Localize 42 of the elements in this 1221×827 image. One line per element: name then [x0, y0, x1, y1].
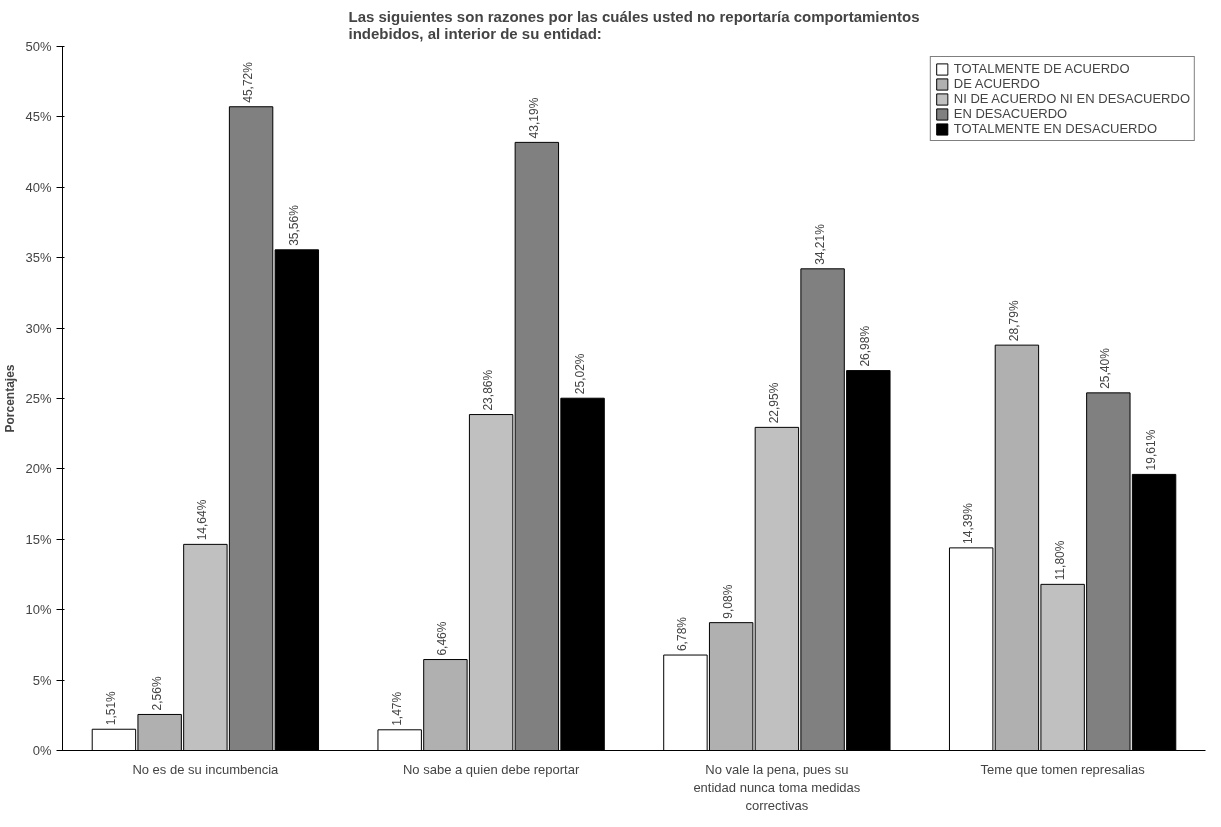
y-tick-label: 45%	[25, 109, 52, 125]
data-label: 35,56%	[286, 204, 301, 246]
y-tick-label: 15%	[25, 531, 52, 547]
y-tick-label: 10%	[25, 602, 52, 618]
y-tick-label: 0%	[32, 743, 52, 758]
data-label: 26,98%	[858, 325, 873, 367]
y-tick-label: 30%	[25, 320, 52, 336]
data-label: 45,72%	[241, 61, 256, 103]
legend-label: EN DESACUERDO	[953, 106, 1068, 121]
data-label: 22,95%	[766, 382, 781, 424]
x-tick-label: No vale la pena, pues su entidad nunca toma medidas correctivas	[693, 761, 861, 813]
legend-label: TOTALMENTE EN DESACUERDO	[953, 121, 1158, 136]
data-label: 6,78%	[675, 616, 690, 652]
y-tick-label: 25%	[25, 391, 52, 406]
data-label: 1,51%	[103, 690, 118, 726]
y-tick-label: 5%	[32, 672, 52, 688]
data-label: 1,47%	[389, 691, 404, 726]
data-label: 25,02%	[572, 353, 587, 395]
data-label: 19,61%	[1144, 429, 1159, 471]
data-label: 23,86%	[481, 369, 496, 411]
data-label: 43,19%	[526, 97, 541, 139]
data-label: 14,39%	[961, 502, 976, 544]
data-label: 14,64%	[195, 499, 210, 541]
data-label: 2,56%	[149, 676, 164, 711]
x-tick-label: No sabe a quien debe reportar	[402, 761, 580, 777]
data-label: 11,80%	[1052, 540, 1067, 581]
legend-label: TOTALMENTE DE ACUERDO	[953, 61, 1130, 76]
legend-label: DE ACUERDO	[953, 76, 1040, 91]
y-tick-label: 40%	[25, 179, 52, 195]
x-tick-label: No es de su incumbencia	[132, 761, 280, 777]
x-tick-label: Teme que tomen represalias	[980, 761, 1146, 777]
y-tick-label: 20%	[25, 461, 52, 477]
y-tick-label: 35%	[25, 250, 52, 266]
data-label: 25,40%	[1098, 347, 1113, 389]
y-tick-label: 50%	[25, 39, 52, 54]
legend-label: NI DE ACUERDO NI EN DESACUERDO	[953, 91, 1190, 106]
data-label: 6,46%	[435, 621, 450, 656]
chart-title: Las siguientes son razones por las cuáles usted no reportaría comportamientos indebidos, al interior de su entidad:	[348, 7, 920, 42]
data-label: 28,79%	[1006, 300, 1021, 342]
data-label: 34,21%	[812, 223, 827, 265]
y-axis-title: Porcentajes	[3, 364, 18, 433]
data-label: 9,08%	[721, 584, 736, 619]
